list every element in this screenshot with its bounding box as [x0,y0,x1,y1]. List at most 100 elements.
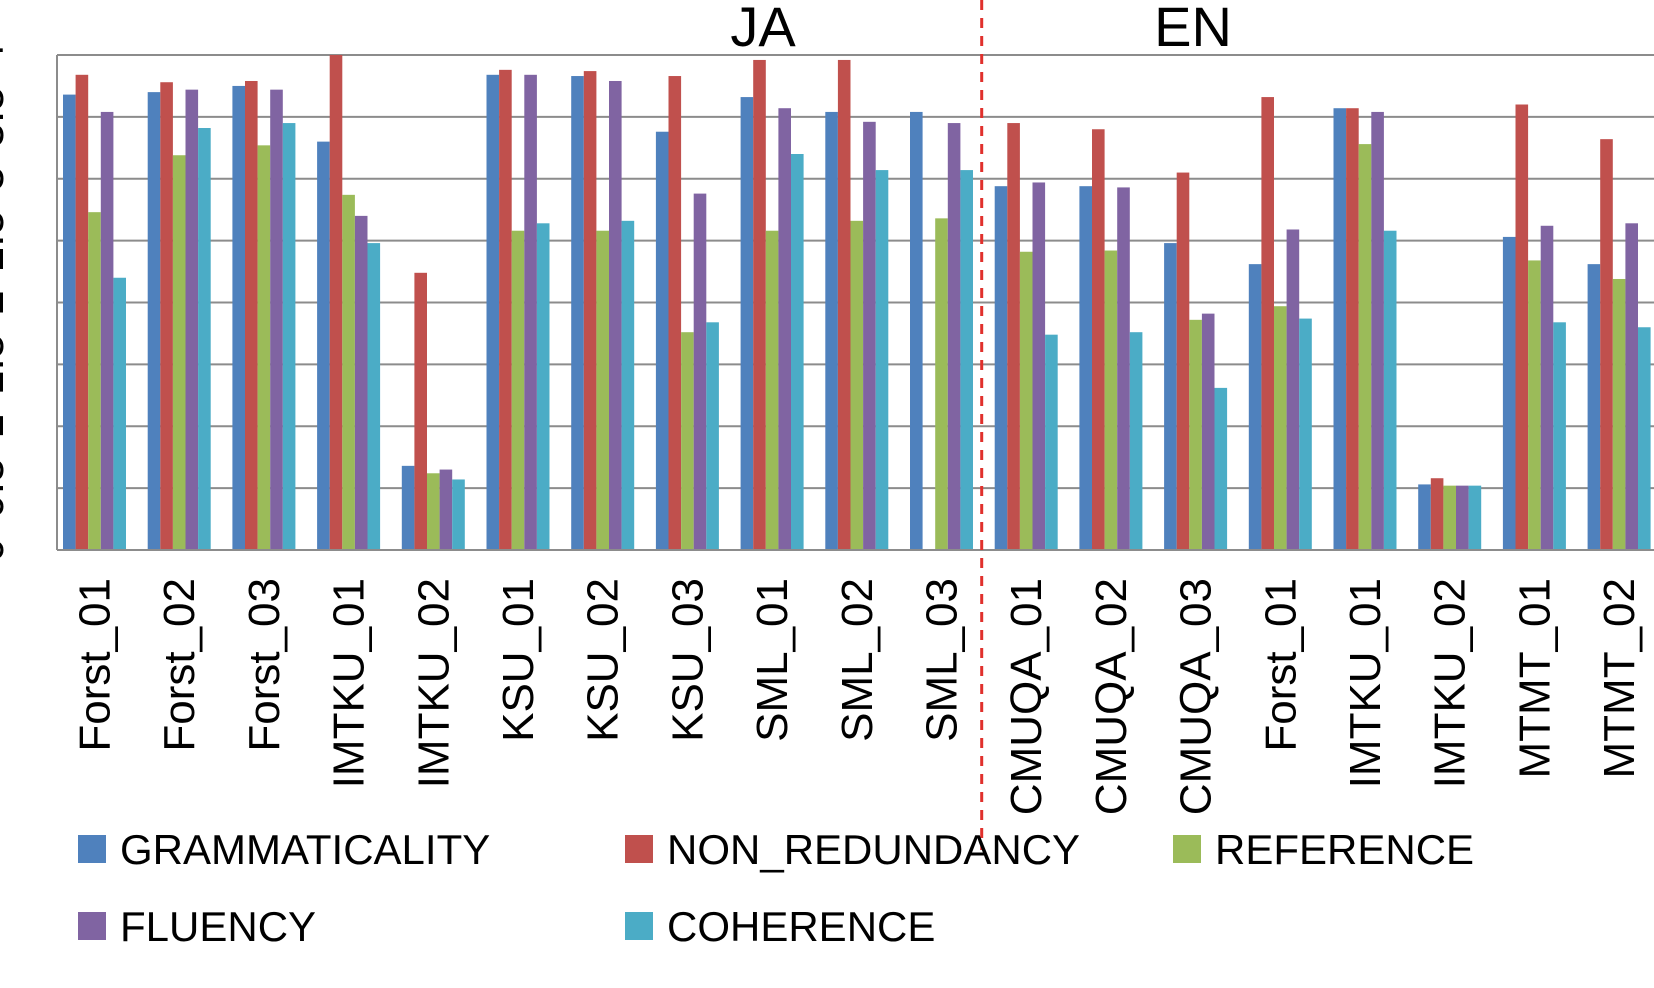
bars [63,55,1651,551]
bar-coherence [1045,334,1058,550]
category-label: CMUQA_02 [1087,578,1136,815]
bar-coherence [1553,322,1566,550]
bar-fluency [439,469,453,550]
bar-non-redundancy [414,272,427,550]
legend-label: FLUENCY [120,903,316,950]
bar-non-redundancy [499,69,512,550]
category-label: MTMT_01 [1510,578,1559,778]
bar-grammaticality [740,97,754,550]
bar-reference [1358,144,1372,550]
category-label: SML_03 [918,578,967,742]
bar-reference [172,155,186,551]
bar-fluency [1456,485,1469,550]
legend-label: REFERENCE [1215,826,1474,873]
bar-coherence [706,322,719,550]
bar-coherence [282,123,296,550]
axis-lines [56,55,1654,551]
bar-reference [1528,260,1541,550]
legend-label: GRAMMATICALITY [120,826,490,873]
bar-fluency [1371,111,1384,551]
bar-grammaticality [401,465,415,550]
bar-non-redundancy [753,59,766,550]
bar-fluency [354,215,368,550]
bar-grammaticality [232,85,245,550]
legend-swatch [625,912,653,940]
group-label: JA [730,0,796,58]
category-label: Forst_01 [71,578,120,752]
category-labels: Forst_01 Forst_02 Forst_03 IMTKU_01 IMTKU_02… [71,578,1645,815]
y-tick-label: 1 [0,414,13,438]
bar-reference [1104,250,1118,550]
bar-non-redundancy [1007,123,1020,550]
bar-fluency [1540,225,1554,550]
y-tick-label: 3 [0,167,13,191]
category-label: MTMT_02 [1595,578,1644,778]
y-tick-label: 4 [0,43,13,67]
bar-fluency [1201,313,1215,550]
bar-coherence [198,128,211,550]
bar-grammaticality [994,186,1008,551]
bar-grammaticality [571,76,584,550]
bar-reference [257,145,271,550]
bar-grammaticality [63,94,76,550]
bar-reference [427,473,440,550]
bar-reference [596,230,609,550]
bar-fluency [100,111,114,551]
bar-fluency [947,123,961,550]
bar-fluency [1625,223,1638,551]
category-label: SML_01 [748,578,797,742]
bar-fluency [524,74,537,551]
bar-non-redundancy [1515,104,1529,550]
bar-reference [511,230,525,550]
bar-non-redundancy [1600,139,1613,550]
bar-non-redundancy [1092,129,1105,550]
bar-grammaticality [147,92,161,550]
bar-fluency [270,89,283,551]
category-label: Forst_03 [240,578,289,752]
legend-swatch [78,835,106,863]
bar-non-redundancy [837,59,851,550]
group-label: EN [1154,0,1232,58]
bar-fluency [1117,187,1130,550]
bar-grammaticality [825,111,838,551]
bar-coherence [452,479,465,550]
y-tick-label: 2 [0,290,13,314]
bar-non-redundancy [583,71,597,551]
bar-non-redundancy [1346,108,1359,551]
bar-coherence [1383,230,1397,550]
category-label: IMTKU_02 [1426,578,1475,788]
bar-fluency [693,193,707,550]
bar-fluency [609,80,622,551]
bar-reference [342,194,355,550]
bar-grammaticality [1587,264,1601,550]
legend-label: COHERENCE [667,903,935,950]
bar-grammaticality [1418,484,1431,550]
y-axis-ticks: 4 3.5 3 2.5 2 1.5 1 0.5 0 [0,43,13,562]
bar-grammaticality [1164,243,1177,550]
bar-grammaticality [1333,108,1347,551]
bar-reference [681,332,694,550]
bar-grammaticality [1502,236,1516,550]
bar-fluency [185,89,199,551]
category-label: KSU_02 [579,578,628,742]
bar-reference [765,230,779,550]
bar-coherence [960,170,973,550]
bar-grammaticality [486,74,500,551]
bar-fluency [863,121,876,550]
bar-non-redundancy [1176,172,1190,550]
bar-reference [88,212,101,550]
bar-non-redundancy [75,74,89,551]
category-label: IMTKU_01 [1341,578,1390,788]
bar-reference [1189,319,1202,550]
bar-grammaticality [317,141,330,550]
legend: GRAMMATICALITY NON_REDUNDANCY REFERENCE FLU… [78,826,1474,950]
bar-coherence [791,154,804,550]
bar-coherence [536,223,550,551]
bar-coherence [1468,485,1482,550]
bar-reference [1612,278,1626,550]
y-tick-label: 0 [0,538,13,562]
bar-non-redundancy [160,82,173,550]
bar-coherence [1129,332,1143,550]
bar-grammaticality [655,131,669,550]
